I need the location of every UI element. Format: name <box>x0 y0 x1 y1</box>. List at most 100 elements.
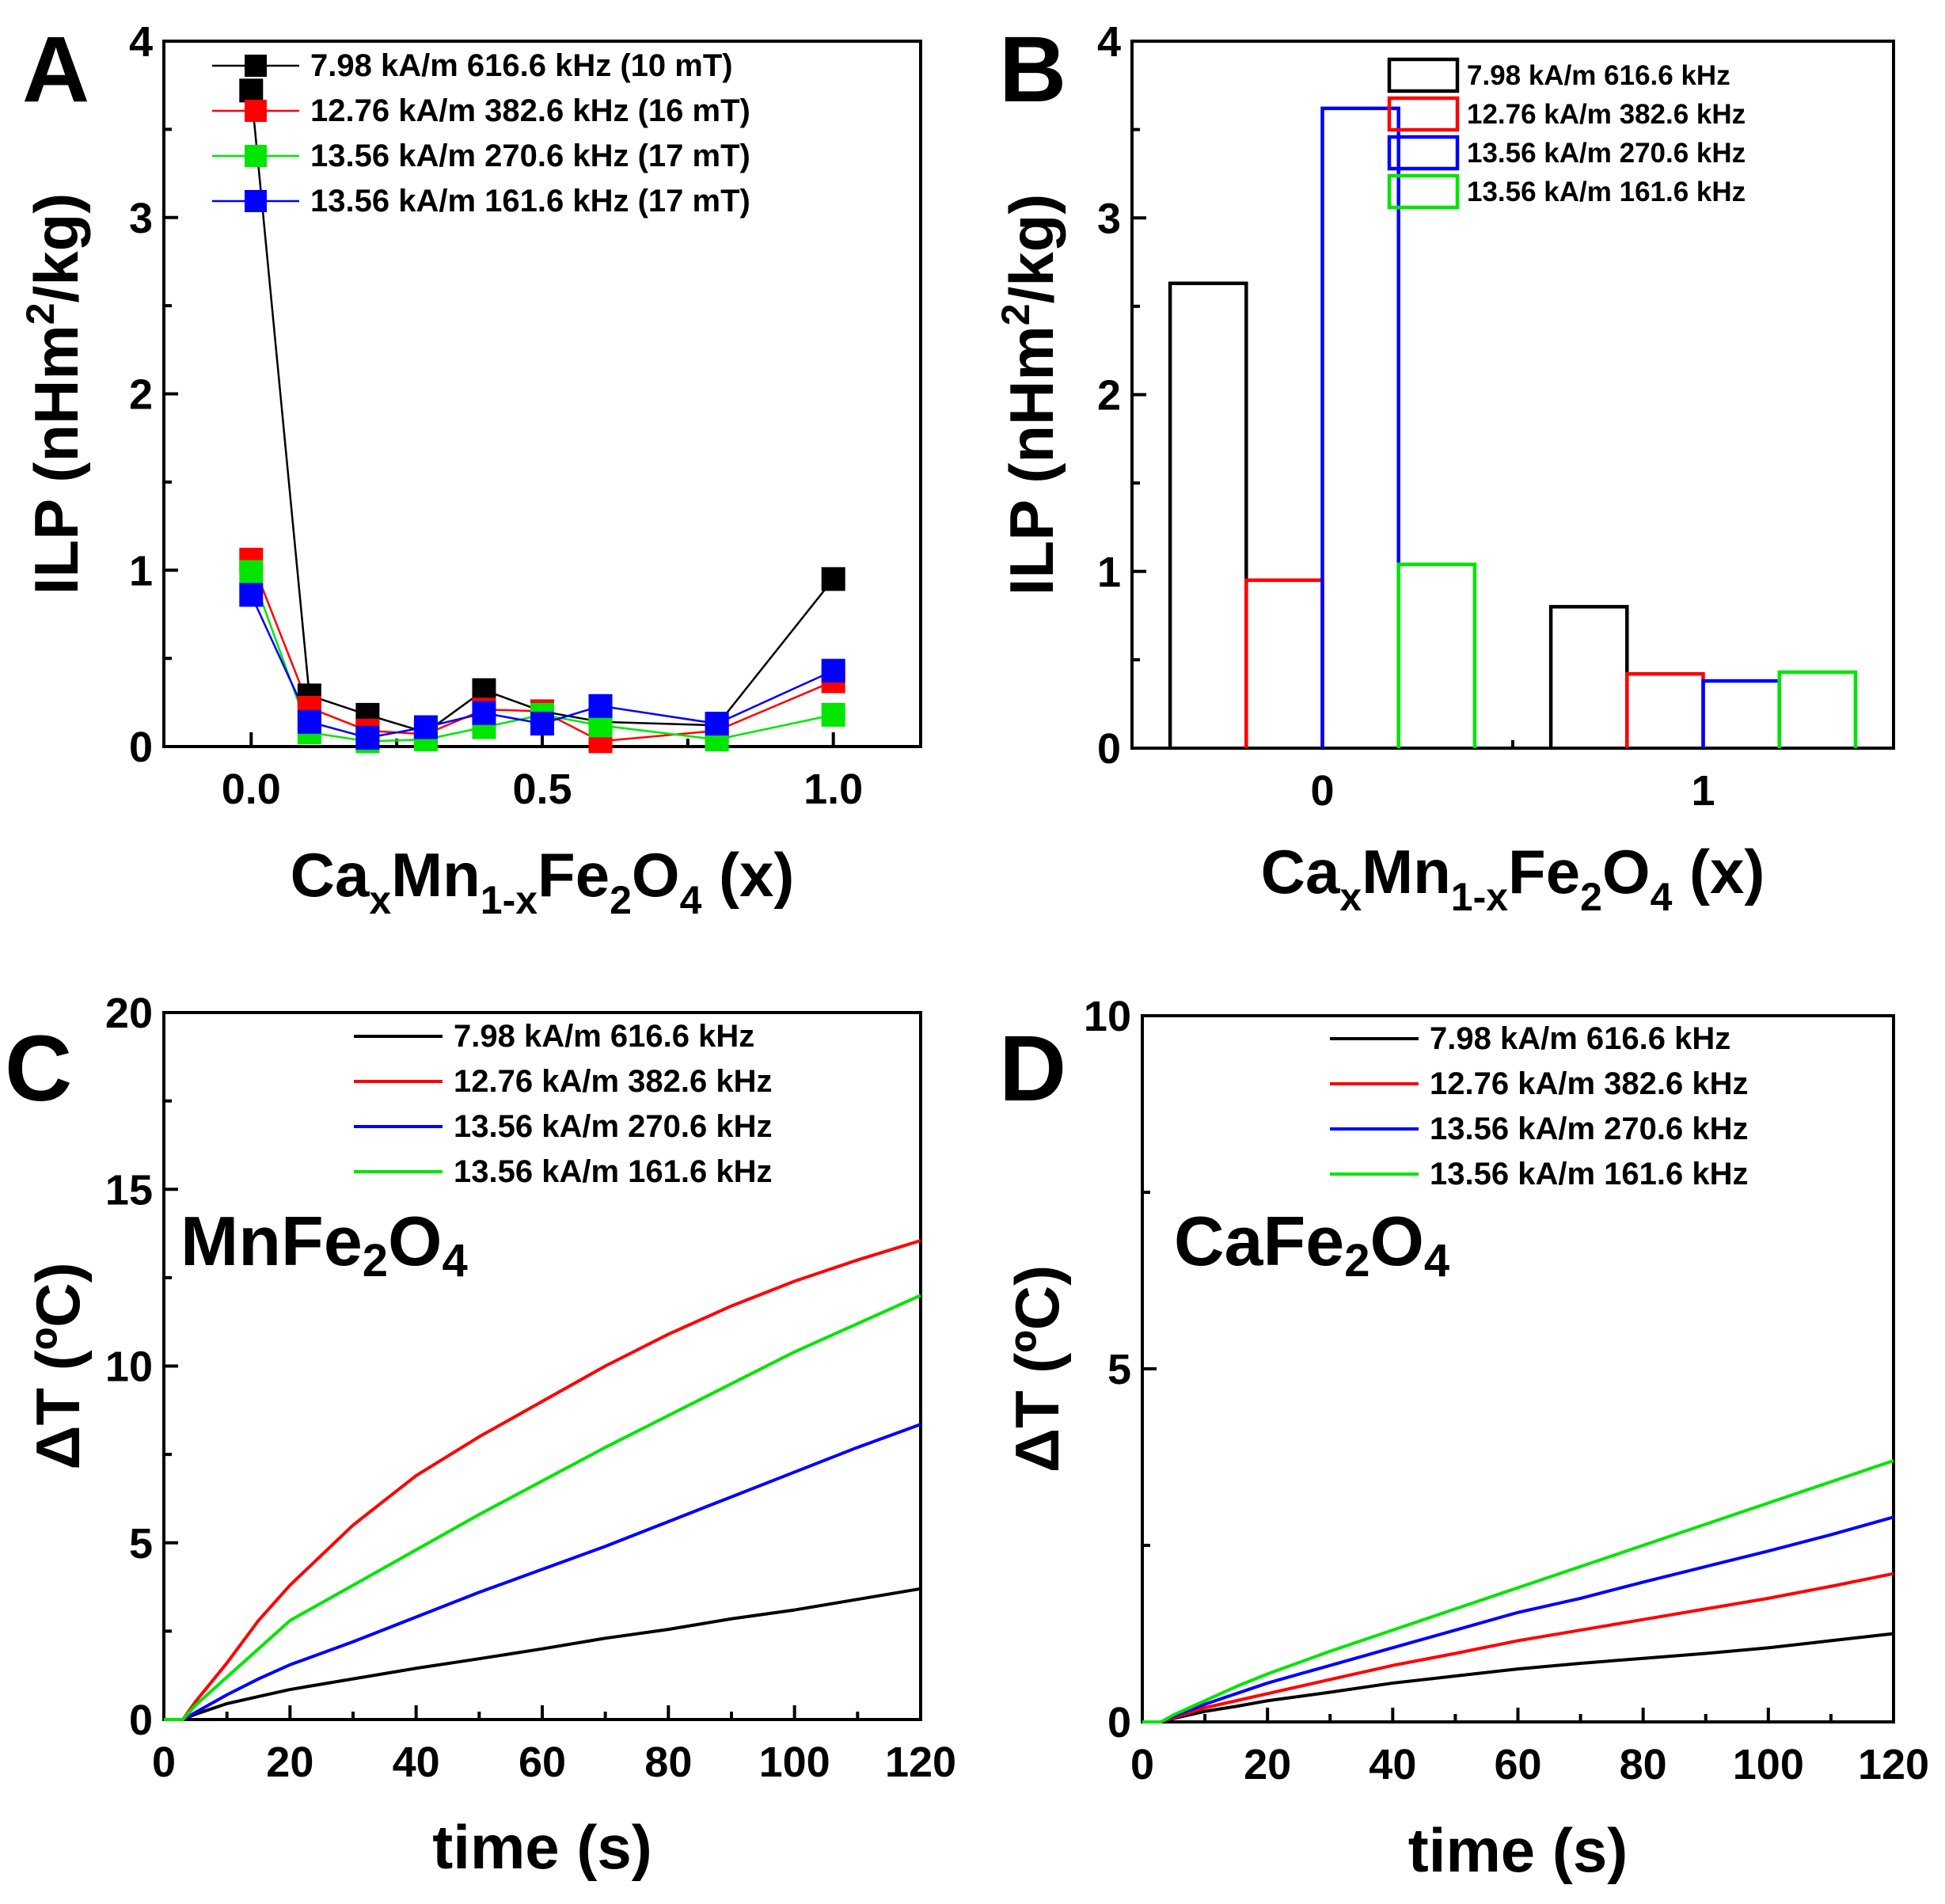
x-tick-label: 40 <box>1369 1741 1416 1788</box>
y-tick-label: 10 <box>1084 993 1131 1040</box>
panel-label: B <box>999 17 1066 122</box>
legend-label: 12.76 kA/m 382.6 kHz <box>454 1064 772 1099</box>
legend-label: 13.56 kA/m 161.6 kHz <box>1467 177 1746 207</box>
series-line <box>1142 1459 1894 1723</box>
bar <box>1396 562 1477 748</box>
panel-label: A <box>22 17 89 122</box>
legend-label: 7.98 kA/m 616.6 kHz <box>454 1019 754 1054</box>
series-line <box>1142 1515 1894 1723</box>
data-point <box>413 715 438 739</box>
panel-C: 0 5 10 15 20 0 20 40 60 80 100 120 7.98 kA/m 616.6 k… <box>5 990 956 1882</box>
x-tick-label: 0 <box>152 1739 176 1786</box>
y-tick-label: 10 <box>105 1343 153 1391</box>
bar <box>1777 670 1858 748</box>
xlabel-part: Mn <box>391 840 481 910</box>
ylabel-superscript: 2 <box>993 303 1038 325</box>
data-point <box>297 709 321 734</box>
data-point <box>821 702 845 727</box>
x-axis-label: time (s) <box>432 1812 651 1882</box>
y-tick-label: 15 <box>105 1166 153 1214</box>
xlabel-part: O <box>632 840 680 910</box>
y-tick-label: 2 <box>129 371 153 419</box>
y-tick-label: 5 <box>1107 1346 1131 1393</box>
panel-B: 0 1 2 3 4 0 1 7.98 kA/m 616.6 kHz 12.76 kA/m 382… <box>993 17 1895 919</box>
y-tick-label: 4 <box>1097 18 1121 66</box>
y-tick-label: 1 <box>1097 549 1121 596</box>
annotation-part: MnFe <box>180 1202 363 1280</box>
legend-label: 13.56 kA/m 270.6 kHz <box>1467 138 1746 169</box>
legend-swatch <box>1387 135 1460 171</box>
y-tick-label: 3 <box>129 195 153 242</box>
legend-marker <box>245 100 267 122</box>
data-point <box>705 712 729 736</box>
xlabel-subscript: 4 <box>1651 875 1673 919</box>
legend-marker <box>245 55 267 77</box>
legend-label: 13.56 kA/m 270.6 kHz (17 mT) <box>310 139 750 173</box>
x-tick-label: 1.0 <box>803 766 863 813</box>
annotation-subscript: 4 <box>1424 1235 1449 1286</box>
y-tick-label: 0 <box>1097 725 1121 773</box>
x-axis-label: CaxMn1-xFe2O4 (x) <box>291 840 795 922</box>
xlabel-subscript: 4 <box>680 878 702 922</box>
y-tick-label: 0 <box>129 1697 153 1744</box>
xlabel-part: Ca <box>1261 837 1340 906</box>
x-tick-label: 20 <box>266 1739 313 1786</box>
data-point <box>239 560 264 584</box>
annotation-subscript: 4 <box>442 1235 467 1286</box>
x-axis-label: time (s) <box>1408 1815 1628 1885</box>
legend-label: 12.76 kA/m 382.6 kHz <box>1467 99 1746 130</box>
y-tick-label: 2 <box>1097 372 1121 420</box>
legend-swatch <box>1387 96 1460 132</box>
x-tick-label: 100 <box>759 1739 830 1786</box>
x-tick-label: 60 <box>519 1739 566 1786</box>
x-tick-label: 80 <box>1620 1741 1667 1788</box>
legend-marker <box>245 145 267 167</box>
y-tick-label: 3 <box>1097 195 1121 242</box>
x-tick-label: 0.0 <box>222 766 281 813</box>
x-tick-label: 100 <box>1733 1741 1804 1788</box>
x-tick-label: 80 <box>644 1739 692 1786</box>
compound-annotation: CaFe2O4 <box>1174 1202 1449 1286</box>
y-tick-label: 4 <box>129 18 153 66</box>
x-tick-label: 0.5 <box>512 766 572 813</box>
y-tick-label: 5 <box>129 1520 153 1568</box>
bar <box>1548 605 1629 748</box>
panel-label: C <box>5 1017 72 1121</box>
annotation-part: O <box>388 1202 442 1280</box>
x-tick-label: 60 <box>1494 1741 1541 1788</box>
panel-label: D <box>999 1017 1066 1121</box>
y-axis-label: ΔT (ºC) <box>1002 1265 1072 1473</box>
data-point <box>355 725 380 750</box>
y-tick-label: 1 <box>129 547 153 595</box>
xlabel-part: Ca <box>291 840 370 910</box>
legend-label: 13.56 kA/m 270.6 kHz <box>454 1109 772 1144</box>
x-tick-label: 0 <box>1310 767 1334 815</box>
legend-label: 13.56 kA/m 161.6 kHz (17 mT) <box>310 184 750 219</box>
ylabel-part: /kg) <box>21 193 91 303</box>
legend-label: 12.76 kA/m 382.6 kHz <box>1430 1066 1748 1101</box>
legend-marker <box>245 190 267 212</box>
annotation-subscript: 2 <box>1344 1235 1369 1286</box>
data-point <box>821 567 845 591</box>
x-tick-label: 120 <box>885 1739 956 1786</box>
ylabel-superscript: 2 <box>18 302 63 325</box>
x-tick-label: 1 <box>1691 767 1715 815</box>
series-line <box>1142 1571 1894 1723</box>
legend-swatch <box>1387 173 1460 210</box>
data-point <box>821 659 845 683</box>
annotation-subscript: 2 <box>363 1235 388 1286</box>
xlabel-subscript: x <box>1339 875 1362 919</box>
data-point <box>588 694 613 718</box>
x-tick-label: 20 <box>1244 1741 1291 1788</box>
legend-label: 13.56 kA/m 161.6 kHz <box>454 1154 772 1189</box>
legend-swatch <box>1387 57 1460 93</box>
series-line <box>164 1239 921 1721</box>
xlabel-part: (x) <box>1672 837 1765 906</box>
annotation-part: O <box>1369 1202 1423 1280</box>
y-axis-label: ILP (nHm2/kg) <box>993 194 1066 595</box>
legend-label: 7.98 kA/m 616.6 kHz <box>1430 1021 1730 1056</box>
data-point <box>239 583 264 607</box>
annotation-part: CaFe <box>1174 1202 1344 1280</box>
